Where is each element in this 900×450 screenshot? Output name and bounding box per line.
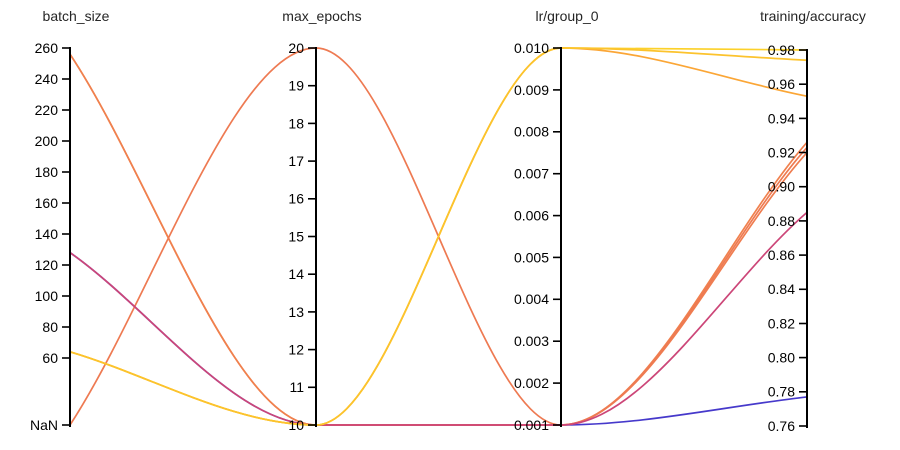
tick-label: 140 <box>35 226 59 242</box>
tick-label: 160 <box>35 195 59 211</box>
run-line <box>69 47 808 426</box>
axis-training_accuracy: training/accuracy 0.98 0.96 0.94 0.92 0.90 0.8… <box>760 8 866 434</box>
tick-label: 0.010 <box>514 40 549 56</box>
tick-label: 0.002 <box>514 375 549 391</box>
tick-label: 0.78 <box>768 384 795 400</box>
tick-label: 15 <box>288 228 304 244</box>
tick-label: 11 <box>289 379 304 395</box>
tick-label: 60 <box>42 350 58 366</box>
tick-label: 0.76 <box>768 418 795 434</box>
tick-label: 0.90 <box>768 179 795 195</box>
axis-title-lr_group_0: lr/group_0 <box>535 8 598 24</box>
tick-label: 0.86 <box>768 247 795 263</box>
tick-label: 260 <box>35 40 59 56</box>
tick-label: 20 <box>288 40 304 56</box>
tick-label: 80 <box>42 319 58 335</box>
tick-label: 180 <box>35 164 59 180</box>
tick-label: 0.82 <box>768 315 795 331</box>
axis-batch_size: batch_size 260 240 220 200 180 160 140 120 100 80 6… <box>30 8 110 433</box>
run-line <box>69 251 808 426</box>
run-line <box>69 47 808 426</box>
tick-label: 0.003 <box>514 333 549 349</box>
tick-label: 18 <box>288 115 304 131</box>
tick-label: 0.92 <box>768 144 795 160</box>
tick-label: 0.007 <box>514 166 549 182</box>
run-lines <box>69 47 808 426</box>
tick-label: 0.88 <box>768 213 795 229</box>
tick-label: 17 <box>288 153 304 169</box>
tick-label: 220 <box>35 102 59 118</box>
run-line <box>69 53 808 426</box>
tick-label: 100 <box>35 288 59 304</box>
axis-title-max_epochs: max_epochs <box>282 8 361 24</box>
tick-label: 0.009 <box>514 82 549 98</box>
axis-max_epochs: max_epochs 20 19 18 17 16 15 14 13 12 11 10 <box>282 8 361 433</box>
tick-label: 0.008 <box>514 124 549 140</box>
run-line <box>69 53 808 426</box>
tick-label: 0.98 <box>768 42 795 58</box>
tick-label: 0.94 <box>768 110 795 126</box>
run-line <box>69 211 808 426</box>
tick-label: 0.96 <box>768 76 795 92</box>
tick-label: 200 <box>35 133 59 149</box>
tick-label: 0.005 <box>514 249 549 265</box>
tick-label: 0.84 <box>768 281 795 297</box>
tick-label: 12 <box>288 342 304 358</box>
tick-label: NaN <box>30 417 58 433</box>
tick-label: 120 <box>35 257 59 273</box>
tick-label: 0.006 <box>514 208 549 224</box>
tick-label: 10 <box>288 417 304 433</box>
axis-lr_group_0: lr/group_0 0.010 0.009 0.008 0.007 0.006 0.005… <box>514 8 599 433</box>
tick-label: 0.001 <box>514 417 549 433</box>
tick-label: 240 <box>35 71 59 87</box>
tick-label: 16 <box>288 191 304 207</box>
axis-title-batch_size: batch_size <box>43 8 110 24</box>
tick-label: 0.80 <box>768 350 795 366</box>
tick-label: 19 <box>288 78 304 94</box>
tick-label: 0.004 <box>514 291 549 307</box>
tick-label: 14 <box>288 266 304 282</box>
tick-label: 13 <box>288 304 304 320</box>
axis-title-training_accuracy: training/accuracy <box>760 8 866 24</box>
